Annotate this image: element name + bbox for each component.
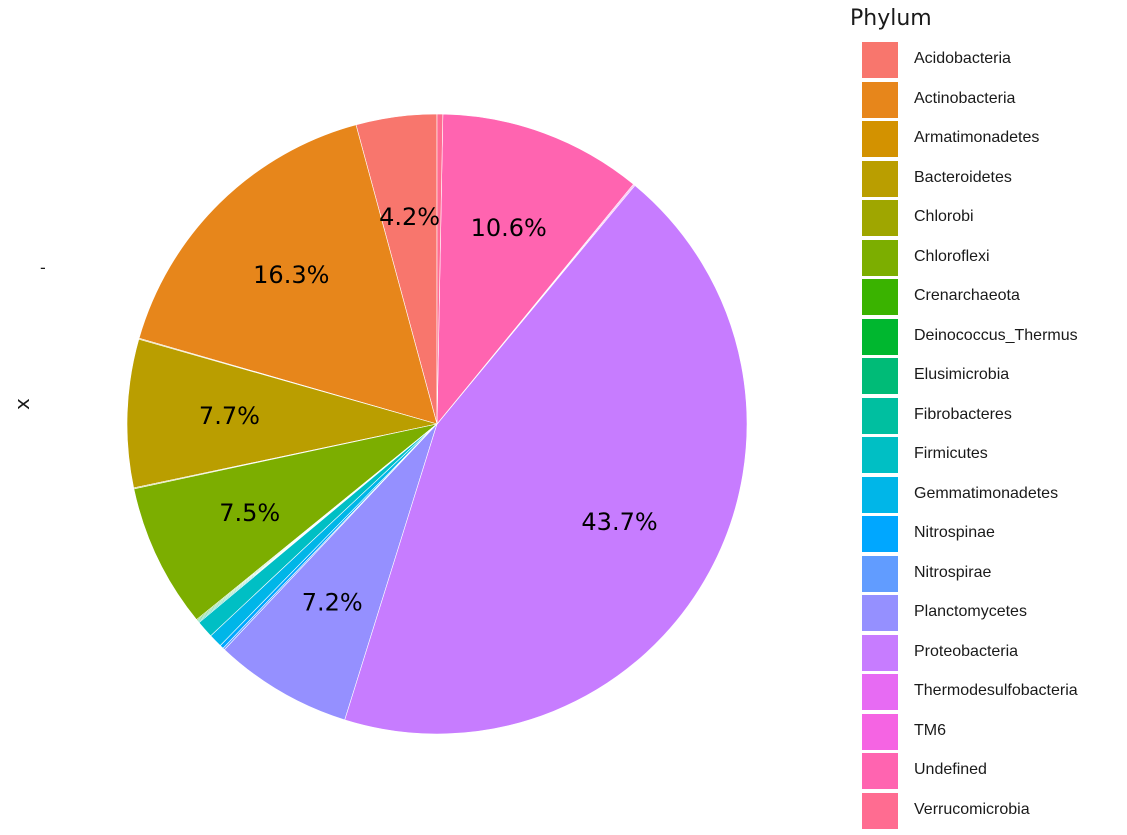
legend-swatch (862, 160, 898, 197)
pie-slice-verrucomicrobia (436, 113, 444, 425)
legend-label: Proteobacteria (914, 642, 1019, 660)
legend-item: Actinobacteria (862, 80, 1127, 120)
pie-slice-labels: 4.2% 16.3% 7.7% 7.5% 7.2% 43.7% 10.6% (199, 203, 658, 616)
legend-item: Armatimonadetes (862, 119, 1127, 159)
legend-item: Acidobacteria (862, 40, 1127, 80)
legend-swatch (862, 318, 898, 355)
legend-swatch (862, 200, 898, 236)
legend-swatch (862, 713, 898, 750)
legend-swatch (862, 595, 898, 631)
pie-slices (126, 113, 748, 735)
slice-label-actinobacteria: 16.3% (253, 261, 329, 289)
pie-slice-undefined (436, 113, 634, 425)
legend-item: Thermodesulfobacteria (862, 672, 1127, 712)
legend-swatch (862, 555, 898, 592)
legend-swatch (862, 81, 898, 118)
legend-item: Gemmatimonadetes (862, 475, 1127, 515)
legend-swatch (862, 634, 898, 671)
legend-item: Fibrobacteres (862, 396, 1127, 436)
legend-item: Nitrospinae (862, 514, 1127, 554)
legend-swatch (862, 42, 898, 78)
pie-slice-bacteroidetes (126, 338, 438, 489)
legend-swatch (862, 476, 898, 513)
legend-label: Actinobacteria (914, 89, 1016, 107)
legend-label: Undefined (914, 761, 987, 778)
legend-item: Bacteroidetes (862, 159, 1127, 199)
pie-slice-chloroflexi (133, 423, 438, 621)
legend-label: Bacteroidetes (914, 168, 1012, 186)
legend-item: Crenarchaeota (862, 277, 1127, 317)
legend-swatch (862, 279, 898, 315)
legend-item: Proteobacteria (862, 633, 1127, 673)
legend-label: Armatimonadetes (914, 129, 1040, 146)
legend-item: Planctomycetes (862, 593, 1127, 633)
legend-item: Nitrospirae (862, 554, 1127, 594)
legend-swatch (862, 674, 898, 710)
y-axis-label: x (10, 398, 34, 410)
slice-label-proteobacteria: 43.7% (581, 508, 657, 536)
legend-label: Crenarchaeota (914, 287, 1020, 304)
legend-swatch (862, 753, 898, 789)
legend-label: Firmicutes (914, 445, 988, 462)
legend-label: Elusimicrobia (914, 366, 1010, 383)
legend-swatch (862, 516, 898, 552)
legend-label: Chloroflexi (914, 247, 990, 265)
legend-swatch (862, 358, 898, 394)
legend-item: Chloroflexi (862, 238, 1127, 278)
legend-swatch (862, 121, 898, 157)
legend-label: Nitrospirae (914, 563, 992, 581)
legend-item: Undefined (862, 751, 1127, 791)
legend-title: Phylum (850, 6, 932, 31)
legend-item: Verrucomicrobia (862, 791, 1127, 831)
legend-swatch (862, 792, 898, 829)
legend: Phylum Acidobacteria Actinobacteria Armati… (850, 6, 1127, 830)
legend-label: TM6 (914, 721, 946, 739)
legend-label: Nitrospinae (914, 524, 995, 541)
legend-label: Planctomycetes (914, 603, 1027, 620)
slice-label-bacteroidetes: 7.7% (199, 402, 260, 430)
slice-label-planctomycetes: 7.2% (302, 588, 363, 616)
slice-label-undefined: 10.6% (471, 214, 547, 242)
legend-label: Thermodesulfobacteria (914, 682, 1078, 699)
slice-label-chloroflexi: 7.5% (219, 499, 280, 527)
legend-swatch (862, 397, 898, 434)
slice-label-acidobacteria: 4.2% (379, 203, 440, 231)
legend-label: Verrucomicrobia (914, 800, 1030, 818)
legend-item: TM6 (862, 712, 1127, 752)
legend-item: Chlorobi (862, 198, 1127, 238)
legend-label: Fibrobacteres (914, 405, 1012, 423)
legend-label: Acidobacteria (914, 50, 1011, 67)
legend-swatch (862, 239, 898, 276)
pie-slice-planctomycetes (224, 423, 438, 721)
pie-slice-proteobacteria (344, 184, 748, 735)
legend-item: Deinococcus_Thermus (862, 317, 1127, 357)
legend-swatch (862, 437, 898, 473)
y-axis-tick-label: - (40, 258, 46, 277)
legend-label: Deinococcus_Thermus (914, 326, 1078, 344)
legend-item: Elusimicrobia (862, 356, 1127, 396)
legend-label: Gemmatimonadetes (914, 484, 1059, 502)
pie-slice-actinobacteria (138, 124, 438, 425)
legend-item: Firmicutes (862, 435, 1127, 475)
legend-items: Acidobacteria Actinobacteria Armatimonadet… (862, 40, 1127, 830)
legend-label: Chlorobi (914, 208, 974, 225)
